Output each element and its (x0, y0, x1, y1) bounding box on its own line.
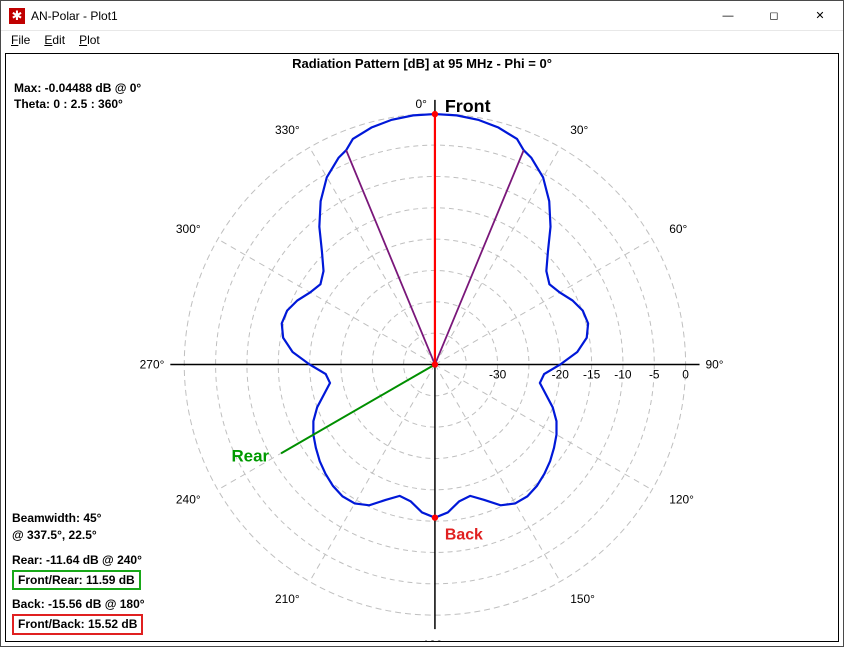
plot-title: Radiation Pattern [dB] at 95 MHz - Phi =… (6, 56, 838, 71)
svg-text:-15: -15 (583, 367, 601, 381)
svg-text:Rear: Rear (231, 446, 269, 465)
menubar: File Edit Plot (1, 31, 843, 51)
maximize-button[interactable]: ◻ (751, 1, 797, 31)
svg-text:-30: -30 (489, 367, 507, 381)
svg-text:0°: 0° (416, 97, 428, 111)
window-title: AN-Polar - Plot1 (31, 9, 118, 23)
svg-text:90°: 90° (706, 357, 724, 371)
svg-text:60°: 60° (669, 222, 687, 236)
svg-text:-20: -20 (552, 367, 570, 381)
svg-text:210°: 210° (275, 592, 300, 606)
svg-text:Back: Back (445, 527, 483, 544)
titlebar: ✱ AN-Polar - Plot1 — ◻ ✕ (1, 1, 843, 31)
menu-edit[interactable]: Edit (44, 33, 65, 49)
polar-chart: 30° 60° 90° 120° 150° 180° 210° 240° 270° 300° 330… (6, 74, 838, 641)
svg-text:30°: 30° (570, 123, 588, 137)
svg-text:120°: 120° (669, 493, 694, 507)
svg-text:150°: 150° (570, 592, 595, 606)
svg-text:300°: 300° (176, 222, 201, 236)
polar-svg: 30° 60° 90° 120° 150° 180° 210° 240° 270° 300° 330… (6, 74, 838, 641)
svg-text:270°: 270° (140, 357, 165, 371)
close-button[interactable]: ✕ (797, 1, 843, 31)
svg-text:330°: 330° (275, 123, 300, 137)
svg-text:180°: 180° (423, 638, 448, 641)
app-icon: ✱ (9, 8, 25, 24)
svg-text:240°: 240° (176, 493, 201, 507)
svg-text:Front: Front (445, 96, 491, 116)
svg-text:0: 0 (682, 367, 689, 381)
minimize-button[interactable]: — (705, 1, 751, 31)
window-controls: — ◻ ✕ (705, 1, 843, 31)
svg-text:-5: -5 (649, 367, 660, 381)
menu-plot[interactable]: Plot (79, 33, 100, 49)
svg-text:-10: -10 (614, 367, 632, 381)
menu-file[interactable]: File (11, 33, 30, 49)
plot-area: Radiation Pattern [dB] at 95 MHz - Phi =… (5, 53, 839, 642)
